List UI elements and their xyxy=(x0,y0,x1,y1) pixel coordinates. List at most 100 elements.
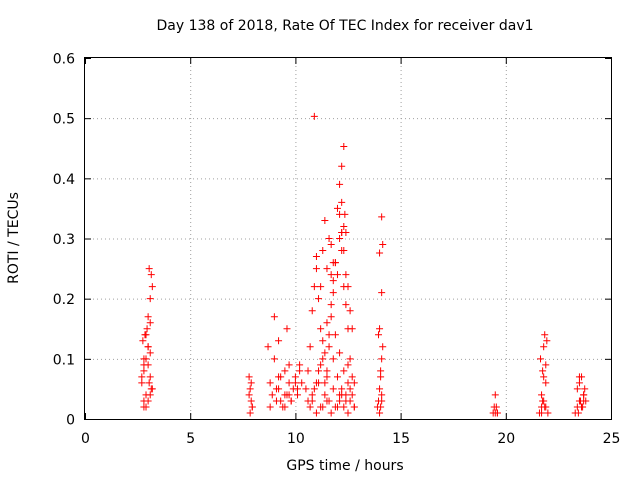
data-point xyxy=(247,379,255,387)
data-point xyxy=(317,403,325,411)
y-tick-label: 0.5 xyxy=(53,112,75,128)
data-point xyxy=(306,343,314,351)
data-point xyxy=(544,409,552,417)
data-point xyxy=(245,373,253,381)
data-point xyxy=(329,277,337,285)
data-point xyxy=(344,361,352,369)
data-point xyxy=(541,403,549,411)
data-point xyxy=(493,409,501,417)
data-point xyxy=(246,385,254,393)
data-point xyxy=(146,373,154,381)
data-point xyxy=(581,385,589,393)
data-point xyxy=(327,301,335,309)
data-point xyxy=(538,391,546,399)
data-point xyxy=(317,283,325,291)
data-point xyxy=(147,271,155,279)
data-point xyxy=(377,367,385,375)
data-point xyxy=(142,331,150,339)
x-tick-label: 0 xyxy=(81,431,90,447)
data-point xyxy=(338,162,346,170)
data-point xyxy=(340,222,348,230)
data-point xyxy=(336,180,344,188)
data-point xyxy=(348,391,356,399)
data-point xyxy=(491,391,499,399)
data-point xyxy=(145,265,153,273)
data-point xyxy=(325,331,333,339)
data-point xyxy=(275,373,283,381)
data-point xyxy=(298,379,306,387)
data-point xyxy=(333,204,341,212)
data-point xyxy=(308,391,316,399)
data-point xyxy=(329,289,337,297)
data-point xyxy=(327,271,335,279)
data-point xyxy=(342,271,350,279)
data-point xyxy=(376,385,384,393)
data-point xyxy=(302,385,310,393)
data-point xyxy=(350,403,358,411)
x-tick-label: 10 xyxy=(287,431,305,447)
data-point xyxy=(378,355,386,363)
data-point xyxy=(315,379,323,387)
data-point xyxy=(543,337,551,345)
data-point xyxy=(348,325,356,333)
data-point xyxy=(344,283,352,291)
data-point xyxy=(325,343,333,351)
data-point xyxy=(574,409,582,417)
data-point xyxy=(294,391,302,399)
data-point xyxy=(378,397,386,405)
data-point xyxy=(146,319,154,327)
data-point xyxy=(346,355,354,363)
data-point xyxy=(342,228,350,236)
data-point xyxy=(139,337,147,345)
data-point xyxy=(580,391,588,399)
data-point xyxy=(327,313,335,321)
data-point xyxy=(333,373,341,381)
y-tick-label: 0.1 xyxy=(53,352,75,368)
data-point xyxy=(268,391,276,399)
data-point xyxy=(281,403,289,411)
data-point xyxy=(319,247,327,255)
data-point xyxy=(379,241,387,249)
data-point xyxy=(321,216,329,224)
data-point xyxy=(308,397,316,405)
data-point xyxy=(350,379,358,387)
data-point xyxy=(325,235,333,242)
data-point xyxy=(140,361,148,369)
data-point xyxy=(138,373,146,381)
data-point xyxy=(145,379,153,387)
x-tick-label: 20 xyxy=(497,431,515,447)
chart-title: Day 138 of 2018, Rate Of TEC Index for r… xyxy=(156,18,533,34)
data-point xyxy=(542,379,550,387)
y-tick-label: 0.6 xyxy=(53,52,75,68)
data-point xyxy=(285,361,293,369)
data-point xyxy=(541,331,549,339)
data-point xyxy=(146,391,154,399)
data-point xyxy=(378,391,386,399)
data-point xyxy=(327,241,335,249)
plot-frame xyxy=(84,57,612,420)
data-point xyxy=(325,397,333,405)
data-point xyxy=(340,142,348,150)
data-point xyxy=(342,301,350,309)
grid-layer xyxy=(85,58,611,419)
data-point xyxy=(540,373,548,381)
data-point xyxy=(573,385,581,393)
data-point xyxy=(323,367,331,375)
data-point xyxy=(247,397,255,405)
data-point xyxy=(144,313,152,321)
data-point xyxy=(341,210,349,218)
y-tick-label: 0.4 xyxy=(53,172,75,188)
ticks-layer: 0 5 10 15 20 25 0 0.1 0.2 0.3 0.4 0.5 0.6 xyxy=(53,52,621,448)
data-point xyxy=(312,253,320,261)
data-point xyxy=(542,361,550,369)
data-point xyxy=(294,385,302,393)
y-tick-label: 0.2 xyxy=(53,292,75,308)
data-point xyxy=(340,367,348,375)
y-axis-label: ROTI / TECUs xyxy=(6,192,22,284)
data-point xyxy=(379,343,387,351)
data-point xyxy=(539,397,547,405)
data-point xyxy=(285,391,293,399)
data-point xyxy=(146,295,154,303)
data-point xyxy=(246,409,254,417)
